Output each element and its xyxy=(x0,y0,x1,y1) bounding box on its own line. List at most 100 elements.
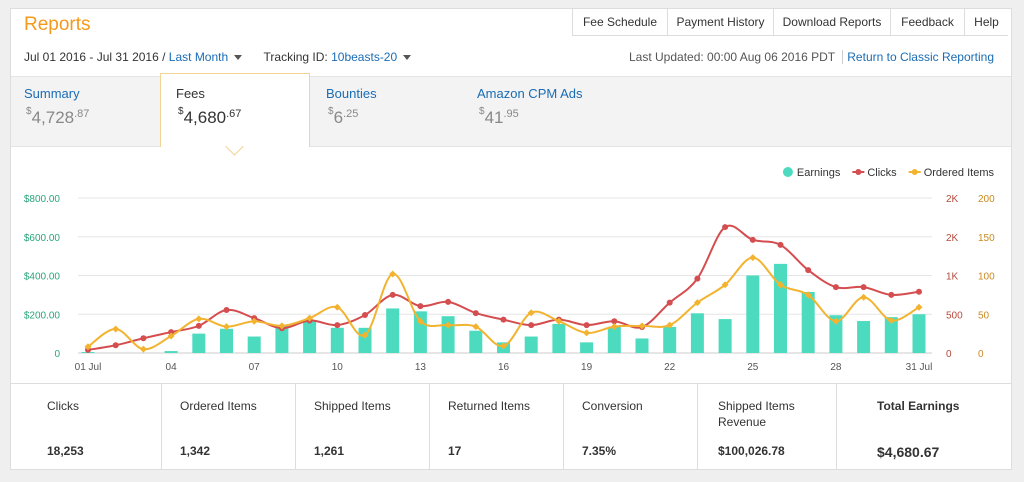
nav-button[interactable]: Download Reports xyxy=(773,8,890,36)
stat-label: Clicks xyxy=(47,399,79,413)
legend-label: Earnings xyxy=(797,167,841,179)
divider xyxy=(697,384,698,470)
marker xyxy=(334,322,341,329)
marker xyxy=(666,321,674,329)
marker xyxy=(693,299,701,307)
cents: .95 xyxy=(503,108,519,120)
bar xyxy=(358,327,372,353)
marker xyxy=(472,323,480,331)
marker xyxy=(638,322,646,330)
marker xyxy=(860,284,867,291)
y2-tick-label: 2K xyxy=(946,233,959,244)
stat-label: Conversion xyxy=(582,399,643,413)
x-tick-label: 07 xyxy=(249,362,261,373)
marker xyxy=(333,303,341,311)
marker xyxy=(860,293,868,301)
bar xyxy=(829,315,843,353)
bar xyxy=(192,333,206,353)
x-tick-label: 01 Jul xyxy=(75,362,102,373)
marker xyxy=(611,318,618,325)
divider xyxy=(563,384,564,470)
line xyxy=(87,224,920,351)
line xyxy=(87,256,920,351)
divider xyxy=(836,384,837,470)
bar xyxy=(386,308,400,353)
tracking-label: Tracking ID: xyxy=(263,50,328,64)
stat-value: $4,680.67 xyxy=(877,444,940,460)
bar xyxy=(607,326,621,353)
amount: 41 xyxy=(484,108,504,127)
x-tick-label: 28 xyxy=(830,362,842,373)
marker xyxy=(168,329,175,336)
stat-value: $100,026.78 xyxy=(718,444,785,458)
marker xyxy=(112,325,120,333)
bar xyxy=(912,314,926,353)
last-updated: Last Updated: 00:00 Aug 06 2016 PDT xyxy=(628,50,835,64)
marker xyxy=(389,270,397,278)
divider xyxy=(429,384,430,470)
tracking-dropdown[interactable]: 10beasts-20 xyxy=(331,50,398,64)
bar xyxy=(663,326,677,353)
tab-label[interactable]: Fees xyxy=(176,86,205,101)
tab-label[interactable]: Summary xyxy=(24,86,80,101)
currency: $ xyxy=(178,106,184,117)
marker xyxy=(223,323,230,331)
currency: $ xyxy=(26,106,32,117)
nav-button[interactable]: Help xyxy=(964,8,1008,36)
marker xyxy=(195,322,202,329)
marker xyxy=(832,284,839,291)
marker xyxy=(223,306,230,313)
nav-button[interactable]: Feedback xyxy=(890,8,964,36)
x-tick-label: 13 xyxy=(415,362,427,373)
marker xyxy=(666,299,673,306)
tab-label[interactable]: Bounties xyxy=(326,86,377,101)
bar xyxy=(220,328,233,353)
marker xyxy=(805,267,812,274)
marker xyxy=(749,254,757,262)
marker xyxy=(139,345,147,353)
stats-bar xyxy=(11,383,1011,470)
bar xyxy=(774,263,787,353)
marker xyxy=(583,322,590,329)
y3-tick-label: 200 xyxy=(978,194,995,205)
nav-button[interactable]: Fee Schedule xyxy=(572,8,667,36)
bar xyxy=(164,351,178,353)
bar xyxy=(746,275,760,353)
marker xyxy=(694,275,701,282)
y2-tick-label: 2K xyxy=(946,194,959,205)
marker xyxy=(916,288,922,295)
marker xyxy=(306,314,314,322)
bar xyxy=(801,291,815,353)
marker xyxy=(887,316,895,324)
separator: / xyxy=(162,50,166,64)
marker xyxy=(389,291,396,298)
marker xyxy=(749,236,756,243)
y2-tick-label: 1K xyxy=(946,272,959,283)
divider xyxy=(161,384,162,470)
nav-button[interactable]: Payment History xyxy=(667,8,773,36)
period-dropdown[interactable]: Last Month xyxy=(168,50,229,64)
y-tick-label: $200.00 xyxy=(24,310,61,321)
marker xyxy=(528,322,535,329)
date-range: Jul 01 2016 - Jul 31 2016 xyxy=(24,50,159,64)
y2-tick-label: 500 xyxy=(946,310,963,321)
y3-tick-label: 100 xyxy=(978,272,995,283)
y-tick-label: $800.00 xyxy=(24,194,61,205)
stat-value: 7.35% xyxy=(582,444,617,458)
marker xyxy=(915,303,923,311)
y-tick-label: $600.00 xyxy=(24,233,61,244)
amount: 4,680 xyxy=(183,108,227,127)
y-tick-label: $400.00 xyxy=(24,272,61,283)
marker xyxy=(362,312,368,319)
tab-label[interactable]: Amazon CPM Ads xyxy=(477,86,583,101)
caret xyxy=(403,55,412,61)
bar xyxy=(469,330,483,353)
page-title: Reports xyxy=(24,14,91,35)
classic-link[interactable]: Return to Classic Reporting xyxy=(847,50,994,64)
marker xyxy=(555,317,563,325)
stat-value: 1,261 xyxy=(314,444,345,458)
tab-amount: $4,728.87 xyxy=(26,106,89,128)
marker xyxy=(583,329,591,337)
x-tick-label: 31 Jul xyxy=(906,362,933,373)
